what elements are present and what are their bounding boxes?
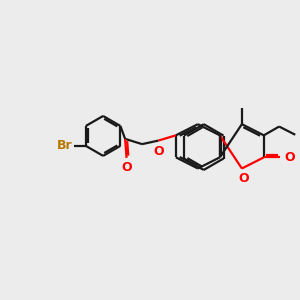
Text: O: O [284,151,295,164]
Text: O: O [238,172,249,185]
Text: O: O [153,145,164,158]
Text: Br: Br [56,140,72,152]
Text: O: O [121,161,132,174]
